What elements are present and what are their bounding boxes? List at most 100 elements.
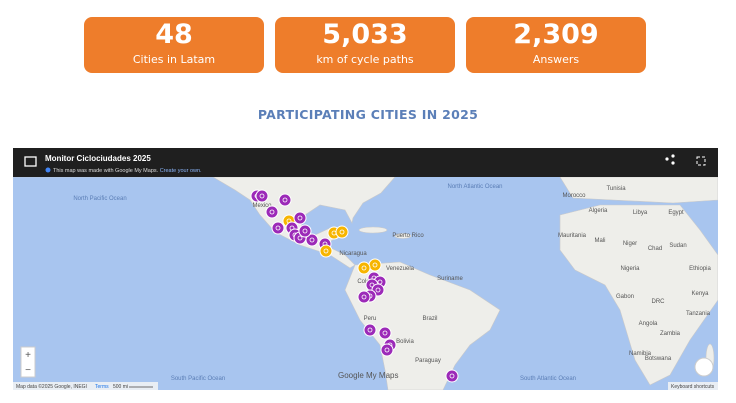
city-marker (278, 193, 292, 207)
share-icon[interactable] (665, 154, 675, 165)
marker-icon (361, 265, 367, 271)
marker-icon (375, 287, 381, 293)
map-label: Algeria (589, 208, 608, 214)
map-label: North Atlantic Ocean (447, 184, 502, 190)
city-marker (319, 244, 333, 258)
map-label: Suriname (437, 276, 463, 282)
shortcuts-link[interactable]: Keyboard shortcuts (671, 384, 715, 390)
info-icon (45, 167, 51, 173)
marker-icon (275, 225, 281, 231)
map-label: Namibia (629, 351, 652, 357)
map-label: Nigeria (620, 266, 640, 272)
map-label: Ethiopia (689, 266, 711, 272)
map-label: Paraguay (415, 358, 441, 364)
stat-value: 5,033 (322, 19, 408, 50)
marker-icon (382, 330, 388, 336)
marker-dot (378, 326, 392, 340)
city-marker (380, 343, 394, 357)
marker-dot (363, 323, 377, 337)
map-label: Chad (648, 246, 662, 252)
marker-dot (380, 343, 394, 357)
map-label: Puerto Rico (392, 233, 424, 239)
map-label: DRC (652, 299, 666, 305)
compass[interactable] (694, 357, 714, 377)
marker-icon (297, 215, 303, 221)
marker-dot (335, 225, 349, 239)
attribution: Map data ©2025 Google, INEGI (16, 383, 87, 390)
map-label: Kenya (691, 291, 709, 297)
map-label: Niger (623, 241, 637, 247)
map-label: Bolivia (396, 339, 414, 345)
map-logo: Google My Maps (338, 371, 398, 380)
city-marker (271, 221, 285, 235)
city-marker (293, 211, 307, 225)
city-marker (265, 205, 279, 219)
marker-dot (293, 211, 307, 225)
marker-dot (255, 189, 269, 203)
city-marker (378, 326, 392, 340)
stat-card: 2,309 Answers (466, 17, 646, 73)
marker-icon (282, 197, 288, 203)
shortcuts-bar (668, 382, 718, 390)
map-label: Botswana (645, 356, 672, 362)
stat-value: 2,309 (513, 19, 599, 50)
map-label: Venezuela (386, 266, 415, 272)
land (13, 176, 718, 390)
marker-dot (265, 205, 279, 219)
marker-dot (445, 369, 459, 383)
zoom-control (20, 346, 36, 378)
city-marker (305, 233, 319, 247)
map-label: Morocco (562, 193, 586, 199)
map-label: South Atlantic Ocean (520, 376, 576, 382)
zoom-out[interactable]: − (25, 365, 31, 376)
section-heading: PARTICIPATING CITIES IN 2025 (257, 107, 479, 122)
map-label: Sudan (669, 243, 686, 249)
marker-icon (323, 248, 329, 254)
map-label: North Pacific Ocean (73, 196, 126, 202)
marker-dot (357, 261, 371, 275)
marker-icon (269, 209, 275, 215)
marker-icon (339, 229, 345, 235)
marker-dot (305, 233, 319, 247)
city-marker (445, 369, 459, 383)
map-label: Egypt (668, 210, 684, 216)
marker-dot (368, 258, 382, 272)
city-marker (335, 225, 349, 239)
marker-dot (278, 193, 292, 207)
marker-icon (309, 237, 315, 243)
fullscreen-icon[interactable] (696, 156, 706, 166)
stat-label: km of cycle paths (316, 53, 414, 66)
attribution-bar (13, 382, 158, 390)
map-label: South Pacific Ocean (171, 376, 225, 382)
create-link[interactable]: Create your own. (160, 168, 202, 174)
terms-link[interactable]: Terms (95, 384, 109, 390)
marker-icon (449, 373, 455, 379)
city-marker (357, 261, 371, 275)
marker-icon (297, 235, 303, 241)
marker-dot (357, 290, 371, 304)
city-marker (363, 323, 377, 337)
stat-card: 48 Cities in Latam (84, 17, 264, 73)
marker-icon (367, 327, 373, 333)
city-marker (255, 189, 269, 203)
map-label: Nicaragua (339, 251, 367, 257)
marker-icon (259, 193, 265, 199)
map-label: Gabon (616, 294, 634, 300)
stat-label: Cities in Latam (132, 53, 216, 66)
zoom-in[interactable]: + (25, 350, 31, 361)
map-header (13, 148, 718, 177)
marker-dot (271, 221, 285, 235)
map-label: Libya (633, 210, 648, 216)
sidebar-icon[interactable] (24, 156, 37, 167)
marker-icon (302, 228, 308, 234)
map-embed[interactable]: North Pacific Ocean North Atlantic Ocean S… (13, 148, 718, 390)
map-label: Mauritania (558, 233, 587, 239)
map-label: Mexico (252, 203, 272, 209)
map-subtitle: This map was made with Google My Maps. C… (53, 168, 202, 174)
scale-label: 500 mi (113, 384, 128, 390)
city-marker (357, 290, 371, 304)
marker-dot (298, 224, 312, 238)
map-title: Monitor Ciclociudades 2025 (45, 154, 151, 163)
map-label: Zambia (660, 331, 681, 337)
